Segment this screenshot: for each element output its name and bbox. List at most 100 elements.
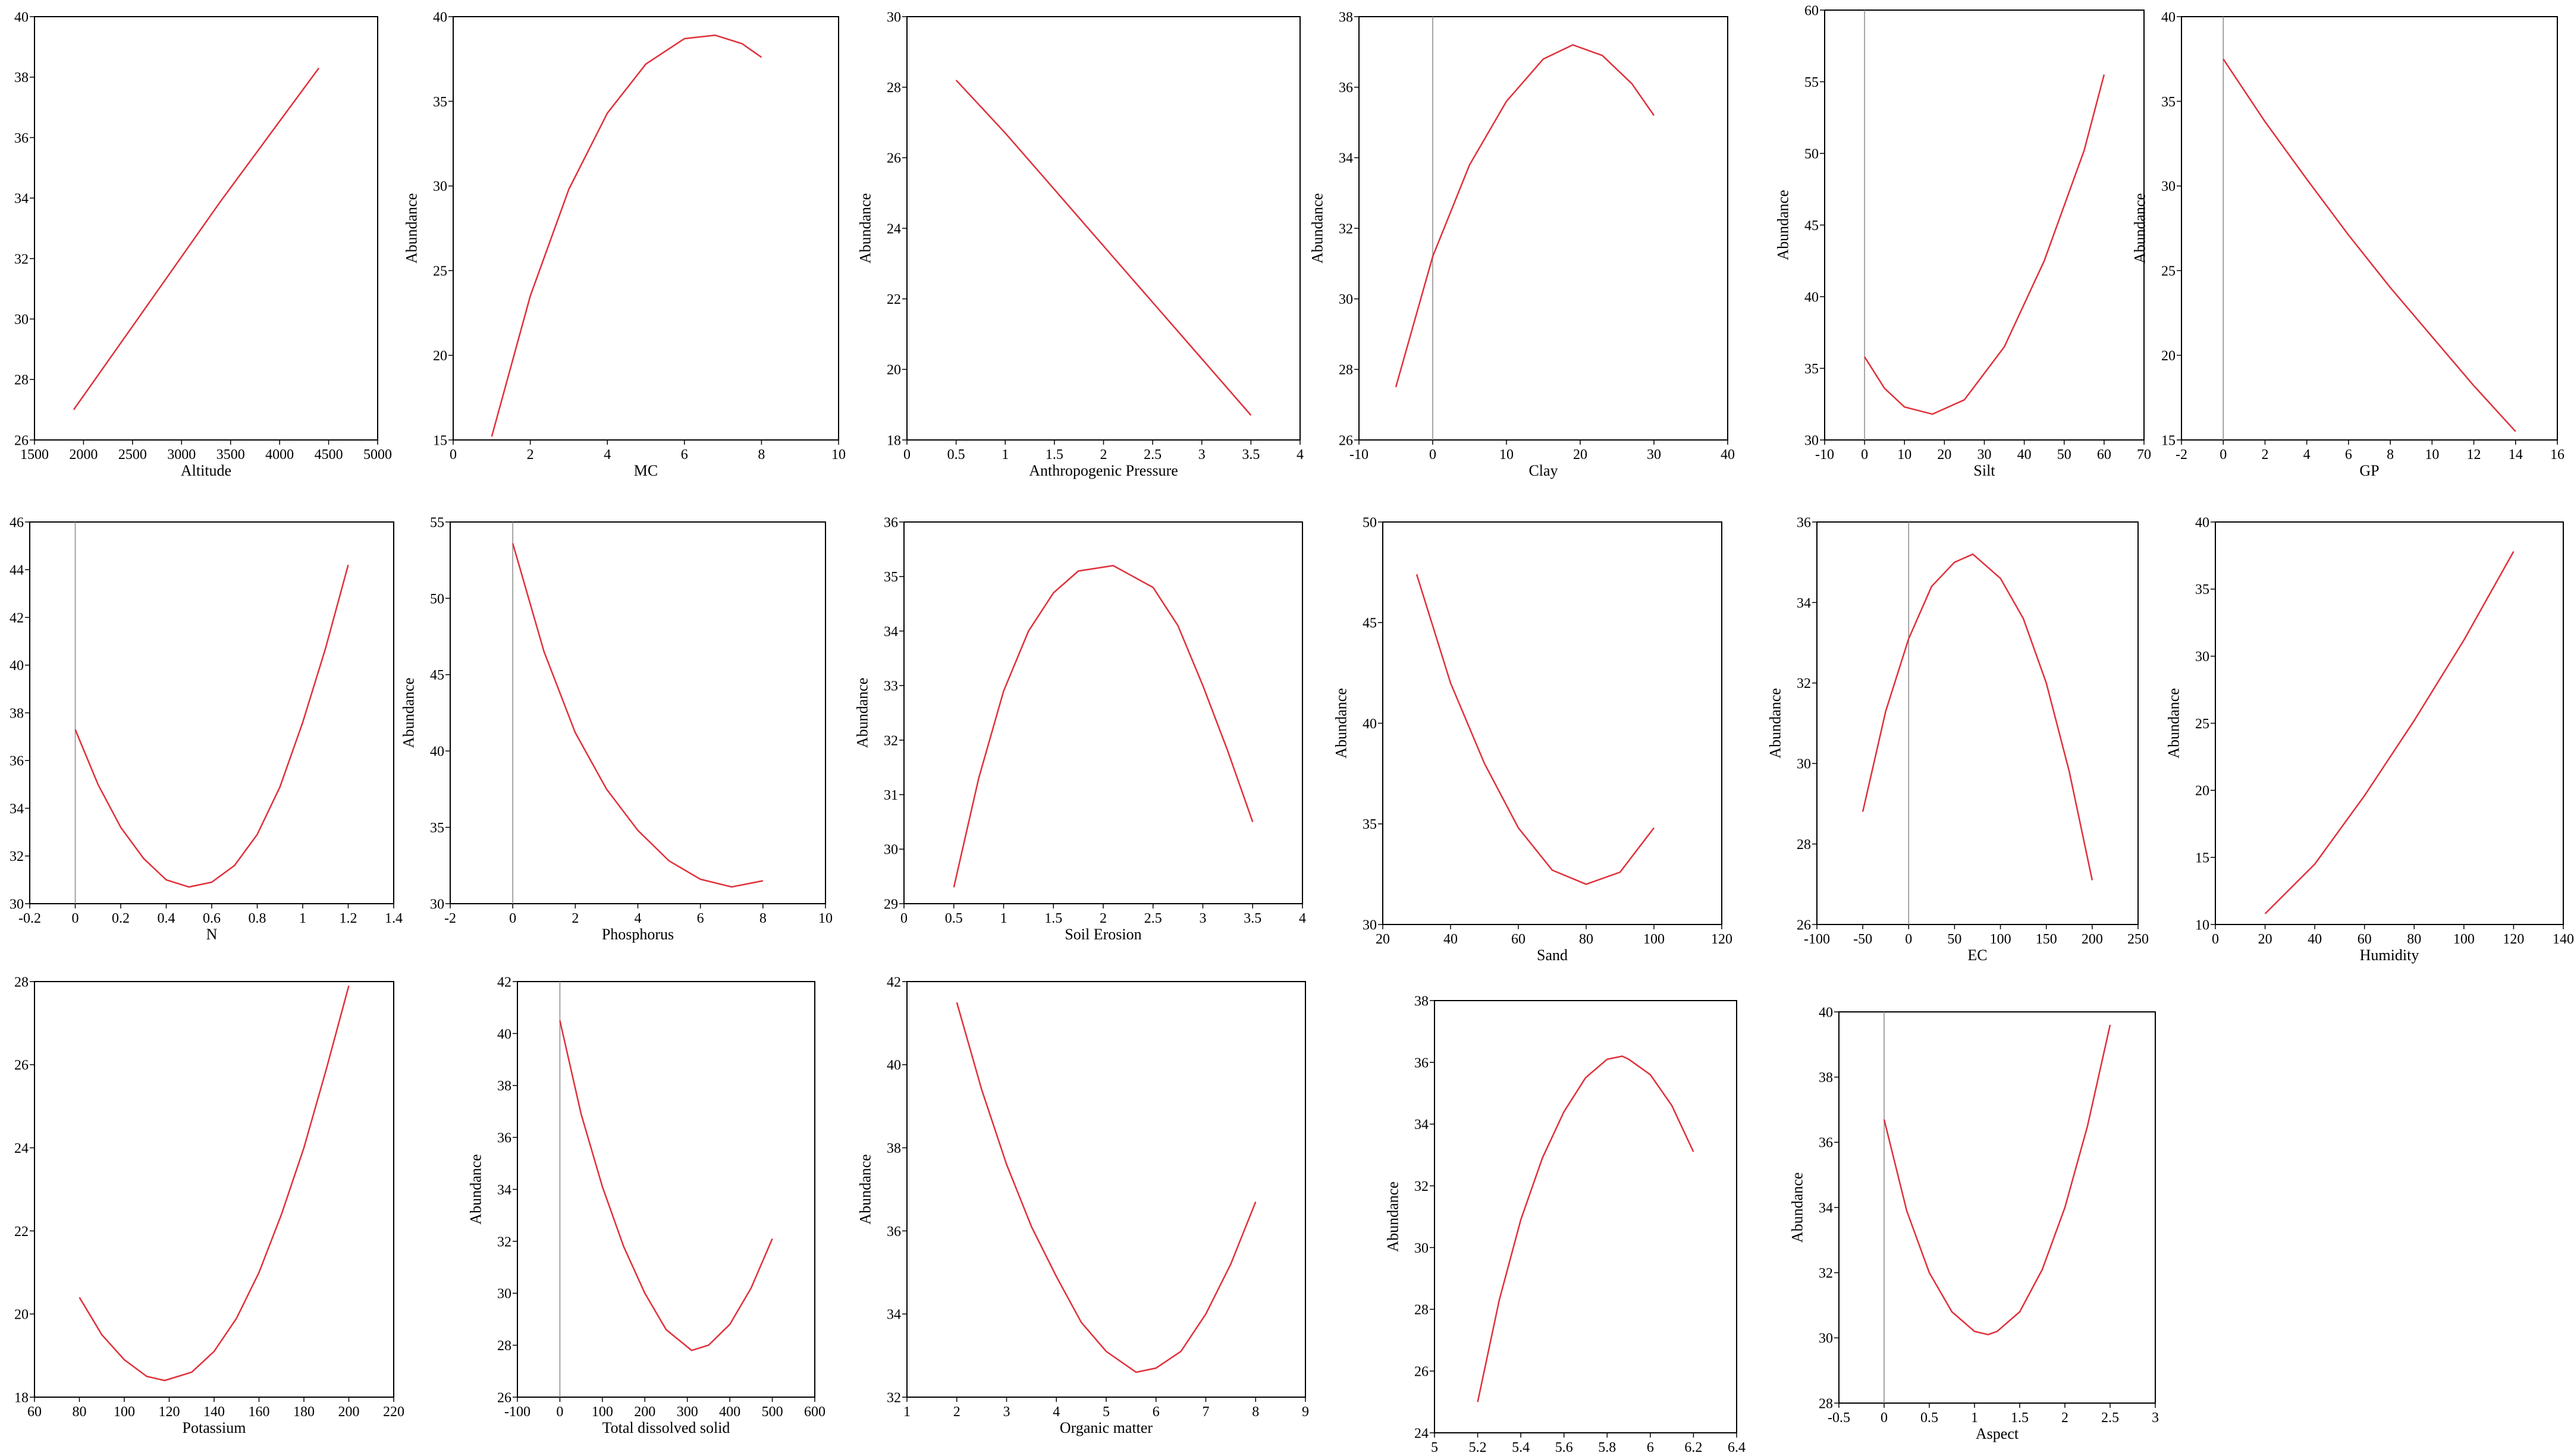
y-tick-label: 55 [430,515,444,530]
x-tick-label: 4 [2303,447,2311,463]
x-tick-label: 40 [1443,932,1458,947]
x-tick-label: 20 [2258,932,2272,947]
y-tick-label: 20 [433,348,447,364]
x-tick-label: 6 [1647,1440,1654,1455]
y-tick-label: 40 [2161,10,2176,25]
plot-frame [453,17,839,440]
x-axis-label: EC [1967,946,1987,964]
y-tick-label: 32 [10,849,24,864]
x-axis-label: Phosphorus [602,926,674,943]
y-tick-label: 30 [430,897,444,912]
y-axis-label: Abundance [1766,688,1784,758]
y-tick-label: 26 [1339,433,1353,448]
y-tick-label: 42 [887,974,901,990]
y-tick-label: 10 [2195,917,2209,933]
y-tick-label: 18 [887,433,901,448]
y-tick-label: 40 [887,1058,901,1073]
y-tick-label: 32 [884,733,898,749]
x-tick-label: 12 [2467,447,2481,463]
x-axis-label: Humidity [2360,946,2419,964]
abundance-curve [956,80,1251,416]
x-tick-label: 3 [2152,1410,2159,1426]
y-axis-label: Abundance [853,678,871,748]
x-tick-label: 1 [1002,447,1009,463]
plot-frame [34,17,378,440]
x-tick-label: -50 [1853,932,1872,947]
x-tick-label: 60 [1511,932,1525,947]
x-tick-label: 2.5 [1144,911,1162,926]
y-axis-label: Abundance [1332,688,1349,758]
y-tick-label: 38 [1414,993,1429,1009]
chart-panel-3: 0 0.5 1 1.5 2 2.5 3 3.5 4 18 20 22 24 26 28 30 Anthropog… [856,10,1304,479]
x-tick-label: 8 [1252,1404,1259,1420]
y-tick-label: 60 [1804,3,1819,18]
y-tick-label: 24 [14,1141,29,1156]
y-tick-label: 50 [430,592,444,607]
y-tick-label: 38 [497,1078,511,1094]
y-tick-label: 20 [2161,348,2176,364]
x-tick-label: 4500 [315,447,343,463]
x-tick-label: 0.6 [203,911,221,926]
y-tick-label: 25 [2161,264,2176,279]
y-tick-label: 26 [14,433,29,448]
x-tick-label: 0.8 [249,911,266,926]
x-tick-label: 2 [1100,911,1107,926]
x-tick-label: 1500 [20,447,49,463]
x-tick-label: 4 [635,911,642,926]
abundance-curve [2265,552,2514,914]
y-tick-label: 28 [887,80,901,96]
y-tick-label: 18 [14,1390,29,1405]
y-tick-label: 30 [884,842,898,858]
y-tick-label: 50 [1804,146,1819,162]
x-tick-label: 80 [73,1404,87,1420]
x-tick-label: -0.5 [1828,1410,1850,1426]
x-axis-label: Anthropogenic Pressure [1029,462,1178,479]
x-tick-label: -0.2 [18,911,41,926]
x-tick-label: 5.4 [1512,1440,1530,1455]
y-tick-label: 40 [433,10,447,25]
x-tick-label: 10 [1499,447,1514,463]
x-tick-label: 1.5 [2011,1410,2029,1426]
x-tick-label: 2500 [118,447,147,463]
x-tick-label: 70 [2137,447,2151,463]
y-tick-label: 22 [887,292,901,307]
y-axis-label: Abundance [0,1154,1,1224]
y-tick-label: 34 [14,191,29,207]
x-tick-label: 2.5 [1144,447,1162,463]
x-tick-label: 0.5 [1920,1410,1938,1426]
y-tick-label: 26 [14,1058,29,1073]
y-tick-label: 24 [887,221,901,237]
y-tick-label: 35 [884,570,898,585]
plot-frame [1434,1001,1737,1433]
x-tick-label: 3.5 [1244,911,1261,926]
y-tick-label: 34 [884,624,898,640]
y-tick-label: 15 [2195,851,2209,866]
chart-panel-14: -100 0 100 200 300 400 500 60026283032343638404… [467,974,825,1436]
plot-frame [907,17,1300,440]
y-tick-label: 24 [1414,1426,1429,1441]
y-tick-label: 33 [884,679,898,694]
x-tick-label: 250 [2127,932,2149,947]
y-tick-label: 38 [1819,1070,1833,1086]
y-tick-label: 31 [884,788,898,803]
y-tick-label: 40 [497,1027,511,1042]
x-tick-label: 16 [2550,447,2564,463]
x-tick-label: 4 [1297,447,1304,463]
x-tick-label: 14 [2509,447,2523,463]
y-tick-label: 30 [1797,757,1811,772]
x-tick-label: 10 [2425,447,2439,463]
y-axis-label: Abundance [1384,1181,1401,1251]
chart-panel-6: -2 0 2 4 6 8 10 12 14 16152025303540GPAbundance [2131,10,2564,479]
x-tick-label: 1 [1971,1410,1978,1426]
y-tick-label: 30 [10,897,24,912]
y-tick-label: 35 [2195,582,2209,598]
y-tick-label: 34 [1339,151,1353,166]
x-tick-label: 7 [1203,1404,1210,1420]
plot-frame [1359,17,1728,440]
y-tick-label: 32 [497,1234,511,1250]
x-tick-label: 140 [2553,932,2574,947]
y-tick-label: 45 [1804,218,1819,234]
x-tick-label: 100 [592,1404,613,1420]
x-tick-label: -100 [1804,932,1830,947]
plot-frame [517,982,815,1397]
